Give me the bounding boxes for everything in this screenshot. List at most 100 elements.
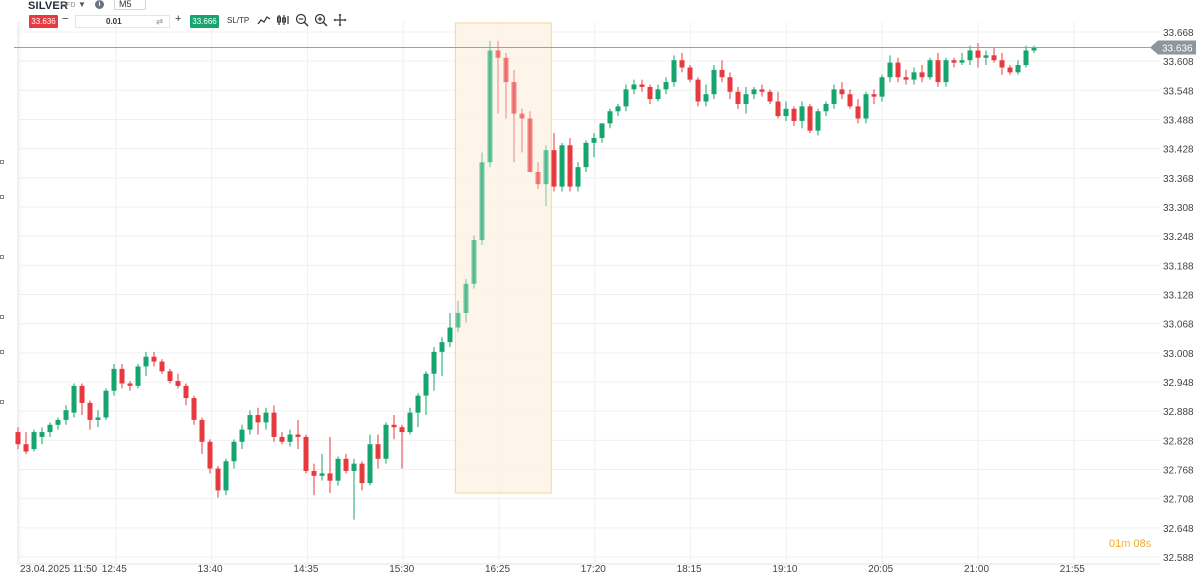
candle-body[interactable] xyxy=(1023,50,1029,66)
candle-body[interactable] xyxy=(663,82,669,90)
candle-body[interactable] xyxy=(991,55,997,61)
drawing-tool-icon[interactable] xyxy=(0,400,4,404)
candle-body[interactable] xyxy=(679,60,685,68)
candle-body[interactable] xyxy=(279,436,285,442)
candle-body[interactable] xyxy=(231,441,237,462)
candle-body[interactable] xyxy=(815,111,821,131)
candle-body[interactable] xyxy=(143,356,149,367)
candle-body[interactable] xyxy=(431,351,437,374)
sell-button[interactable]: 33.636 xyxy=(29,15,58,28)
candle-body[interactable] xyxy=(359,463,365,484)
candle-body[interactable] xyxy=(799,106,805,121)
candle-body[interactable] xyxy=(599,123,605,138)
drawing-tool-icon[interactable] xyxy=(0,350,4,354)
candle-body[interactable] xyxy=(647,86,653,100)
candle-body[interactable] xyxy=(687,67,693,80)
candle-body[interactable] xyxy=(735,91,741,104)
candle-body[interactable] xyxy=(927,60,933,78)
candle-body[interactable] xyxy=(319,473,325,476)
candle-body[interactable] xyxy=(39,432,45,437)
candle-body[interactable] xyxy=(615,106,621,112)
candle-body[interactable] xyxy=(447,327,453,343)
candle-body[interactable] xyxy=(719,69,725,78)
candle-body[interactable] xyxy=(439,342,445,352)
candle-body[interactable] xyxy=(31,432,37,450)
candle-body[interactable] xyxy=(935,60,941,83)
candle-body[interactable] xyxy=(135,366,141,386)
candle-body[interactable] xyxy=(671,60,677,83)
candle-body[interactable] xyxy=(399,427,405,433)
candle-body[interactable] xyxy=(239,429,245,442)
candle-body[interactable] xyxy=(535,172,541,185)
candle-body[interactable] xyxy=(423,373,429,396)
decrease-quantity-button[interactable]: − xyxy=(62,13,69,25)
candle-body[interactable] xyxy=(503,57,509,83)
candle-body[interactable] xyxy=(199,419,205,442)
candle-body[interactable] xyxy=(463,283,469,313)
symbol-name[interactable]: SILVER xyxy=(28,0,69,12)
candle-body[interactable] xyxy=(887,62,893,78)
candle-body[interactable] xyxy=(455,312,461,328)
candle-body[interactable] xyxy=(391,424,397,428)
candle-body[interactable] xyxy=(975,50,981,58)
candle-body[interactable] xyxy=(903,77,909,80)
chart-type-icon[interactable] xyxy=(257,13,271,27)
candle-body[interactable] xyxy=(775,101,781,117)
candle-body[interactable] xyxy=(551,150,557,187)
timeframe-select[interactable]: M5 xyxy=(114,0,146,10)
candle-body[interactable] xyxy=(303,436,309,471)
swap-icon[interactable]: ⇄ xyxy=(156,17,163,26)
candle-body[interactable] xyxy=(1015,65,1021,73)
candle-body[interactable] xyxy=(559,145,565,187)
sltp-button[interactable]: SL/TP xyxy=(227,16,250,25)
candle-body[interactable] xyxy=(511,82,517,114)
candle-body[interactable] xyxy=(383,424,389,459)
candle-body[interactable] xyxy=(191,398,197,420)
candle-body[interactable] xyxy=(311,470,317,476)
candle-body[interactable] xyxy=(287,434,293,442)
candle-body[interactable] xyxy=(759,89,765,92)
candle-body[interactable] xyxy=(839,89,845,95)
candle-body[interactable] xyxy=(415,395,421,413)
candle-body[interactable] xyxy=(703,94,709,102)
candle-body[interactable] xyxy=(727,77,733,92)
candle-body[interactable] xyxy=(247,415,253,430)
quantity-input[interactable]: 0.01 ⇄ xyxy=(75,15,170,28)
symbol-dropdown-icon[interactable]: ▼ xyxy=(78,0,86,9)
candle-body[interactable] xyxy=(87,402,93,420)
candle-body[interactable] xyxy=(1031,47,1037,51)
candle-body[interactable] xyxy=(111,368,117,391)
drawing-tool-icon[interactable] xyxy=(0,255,4,259)
candle-body[interactable] xyxy=(23,444,29,452)
candle-body[interactable] xyxy=(47,424,53,433)
candle-body[interactable] xyxy=(375,444,381,459)
candle-body[interactable] xyxy=(407,412,413,433)
candle-body[interactable] xyxy=(583,142,589,168)
drawing-tool-icon[interactable] xyxy=(0,195,4,199)
candle-body[interactable] xyxy=(175,381,181,386)
candle-body[interactable] xyxy=(263,412,269,423)
candle-body[interactable] xyxy=(95,417,101,420)
candle-body[interactable] xyxy=(271,412,277,437)
candle-body[interactable] xyxy=(63,410,69,420)
indicators-icon[interactable] xyxy=(276,13,290,27)
candle-body[interactable] xyxy=(911,72,917,80)
candle-body[interactable] xyxy=(711,69,717,95)
candle-body[interactable] xyxy=(863,94,869,119)
candle-body[interactable] xyxy=(879,77,885,97)
candle-body[interactable] xyxy=(743,94,749,104)
candle-body[interactable] xyxy=(183,385,189,399)
candle-body[interactable] xyxy=(527,118,533,172)
candle-body[interactable] xyxy=(519,113,525,119)
candle-body[interactable] xyxy=(943,60,949,83)
candle-body[interactable] xyxy=(55,419,61,425)
candle-body[interactable] xyxy=(591,137,597,143)
candle-body[interactable] xyxy=(751,89,757,95)
candle-body[interactable] xyxy=(351,463,357,471)
candle-body[interactable] xyxy=(855,106,861,119)
candle-body[interactable] xyxy=(335,458,341,481)
candle-body[interactable] xyxy=(151,356,157,362)
highlight-range-box[interactable] xyxy=(454,22,552,494)
candle-body[interactable] xyxy=(951,60,957,63)
candle-body[interactable] xyxy=(983,55,989,58)
